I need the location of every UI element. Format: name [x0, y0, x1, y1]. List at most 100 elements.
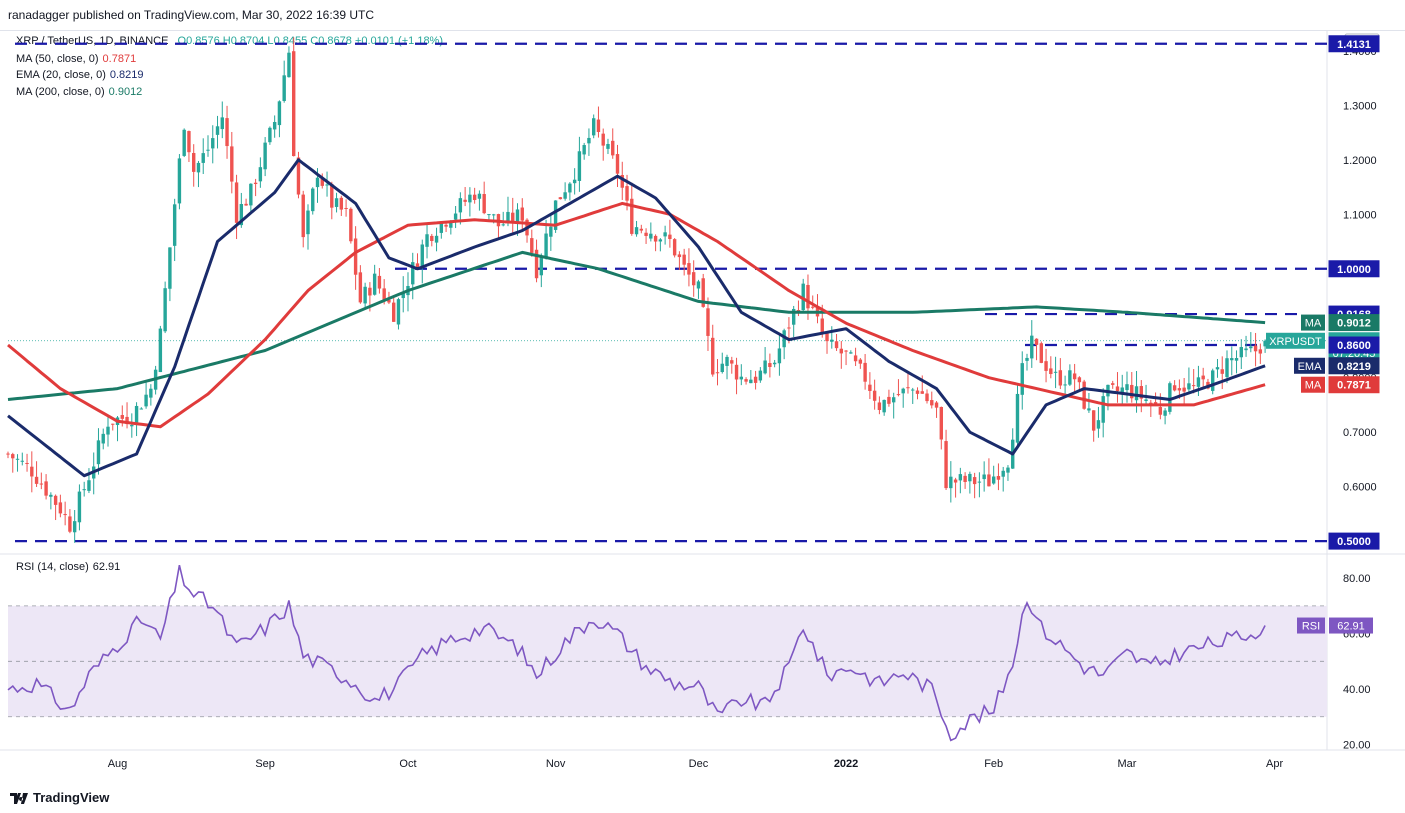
- candle-body: [30, 466, 34, 477]
- candle-body: [1253, 345, 1258, 352]
- candle-body: [1258, 349, 1263, 354]
- candle-body: [411, 262, 415, 285]
- price-axis-tag: [1328, 336, 1380, 354]
- price-axis-tag-text: 0.7871: [1337, 380, 1371, 392]
- candle-body: [182, 129, 186, 156]
- candle-body: [287, 52, 291, 78]
- candle-body: [491, 214, 496, 216]
- candle-body: [1025, 357, 1029, 361]
- candle-body: [206, 149, 210, 151]
- candle-body: [1072, 373, 1077, 380]
- price-tick-label: 0.7000: [1343, 427, 1377, 439]
- candle-body: [1149, 402, 1153, 404]
- candle-body: [1020, 363, 1024, 395]
- candle-body: [196, 162, 201, 173]
- candle-body: [344, 208, 348, 210]
- candle-body: [901, 388, 905, 394]
- series-tag: [1294, 357, 1325, 374]
- candle-body: [1015, 393, 1020, 443]
- candle-body: [925, 393, 929, 402]
- candle-body: [639, 228, 644, 231]
- candle-body: [215, 126, 220, 135]
- candle-body: [387, 299, 391, 303]
- candle-body: [1144, 399, 1148, 401]
- rsi-series-tag: [1297, 617, 1325, 634]
- candle-body: [1039, 343, 1043, 363]
- price-axis-tag-text: 0.8600: [1337, 340, 1371, 352]
- candle-body: [282, 75, 286, 101]
- candle-body: [263, 142, 267, 170]
- candle-body: [306, 210, 310, 235]
- series-tag: [1301, 376, 1325, 393]
- candle-body: [625, 186, 629, 201]
- candle-body: [372, 273, 377, 295]
- price-axis-tag: [1328, 314, 1380, 332]
- candle-body: [1249, 346, 1253, 349]
- publisher-text: ranadagger published on TradingView.com,…: [8, 8, 375, 22]
- candle-body: [963, 475, 967, 482]
- candle-body: [801, 283, 805, 311]
- candle-body: [906, 387, 910, 389]
- candle-body: [158, 328, 163, 373]
- candle-body: [853, 355, 858, 362]
- candle-body: [744, 379, 748, 382]
- price-axis-tag-text: 0.8219: [1337, 361, 1371, 373]
- candle-body: [563, 192, 567, 199]
- candle-body: [253, 182, 258, 185]
- price-tick-label: 1.1000: [1343, 209, 1377, 221]
- candle-body: [939, 406, 943, 440]
- brand-text: TradingView: [33, 790, 110, 805]
- rsi-value: 62.91: [92, 561, 121, 573]
- candle-body: [439, 222, 444, 233]
- candle-body: [930, 400, 934, 406]
- candle-body: [96, 440, 101, 465]
- candle-body: [58, 502, 63, 514]
- candle-body: [1082, 381, 1086, 409]
- candle-body: [734, 364, 739, 380]
- candle-body: [539, 257, 544, 276]
- candle-body: [520, 207, 524, 221]
- rsi-value-tag-text: 62.91: [1337, 621, 1365, 633]
- candle-body: [101, 433, 105, 444]
- candle-body: [982, 474, 986, 480]
- candle-body: [72, 521, 77, 533]
- candle-body: [663, 232, 667, 237]
- candle-body: [634, 227, 639, 235]
- series-tag-text: XRPUSDT: [1269, 336, 1322, 348]
- price-tick-label: 1.3000: [1343, 100, 1377, 112]
- candle-body: [720, 363, 724, 373]
- candle-body: [49, 494, 53, 497]
- candle-body: [1130, 384, 1134, 399]
- candle-body: [63, 514, 67, 516]
- candle-body: [515, 209, 520, 224]
- candle-body: [868, 384, 872, 391]
- price-axis-tag: [1328, 35, 1380, 53]
- candle-body: [1091, 410, 1096, 431]
- candle-body: [468, 194, 472, 203]
- candle-body: [301, 194, 305, 238]
- candle-body: [311, 188, 315, 212]
- candle-body: [1234, 358, 1239, 361]
- rsi-line: [7, 565, 1266, 742]
- candle-body: [20, 460, 24, 462]
- publisher-bar: ranadagger published on TradingView.com,…: [0, 0, 1405, 31]
- chart-canvas[interactable]: 1.40001.30001.20001.10001.00000.90000.80…: [0, 31, 1405, 781]
- candle-body: [339, 197, 344, 210]
- candle-body: [649, 233, 653, 239]
- ma50-legend: MA (50, close, 0) 0.7871: [16, 53, 136, 65]
- candle-body: [877, 402, 882, 410]
- date-tick-label: Feb: [984, 758, 1003, 770]
- candle-body: [1125, 384, 1129, 391]
- candle-body: [1139, 386, 1143, 399]
- candle-body: [839, 348, 844, 354]
- candle-body: [444, 224, 448, 227]
- candle-body: [958, 474, 963, 481]
- candle-body: [791, 308, 796, 325]
- candle-body: [968, 473, 972, 482]
- candle-body: [996, 476, 1001, 480]
- candle-body: [706, 308, 710, 336]
- candle-body: [630, 198, 634, 234]
- candle-body: [268, 127, 272, 143]
- candle-body: [377, 275, 382, 289]
- candle-body: [392, 302, 396, 322]
